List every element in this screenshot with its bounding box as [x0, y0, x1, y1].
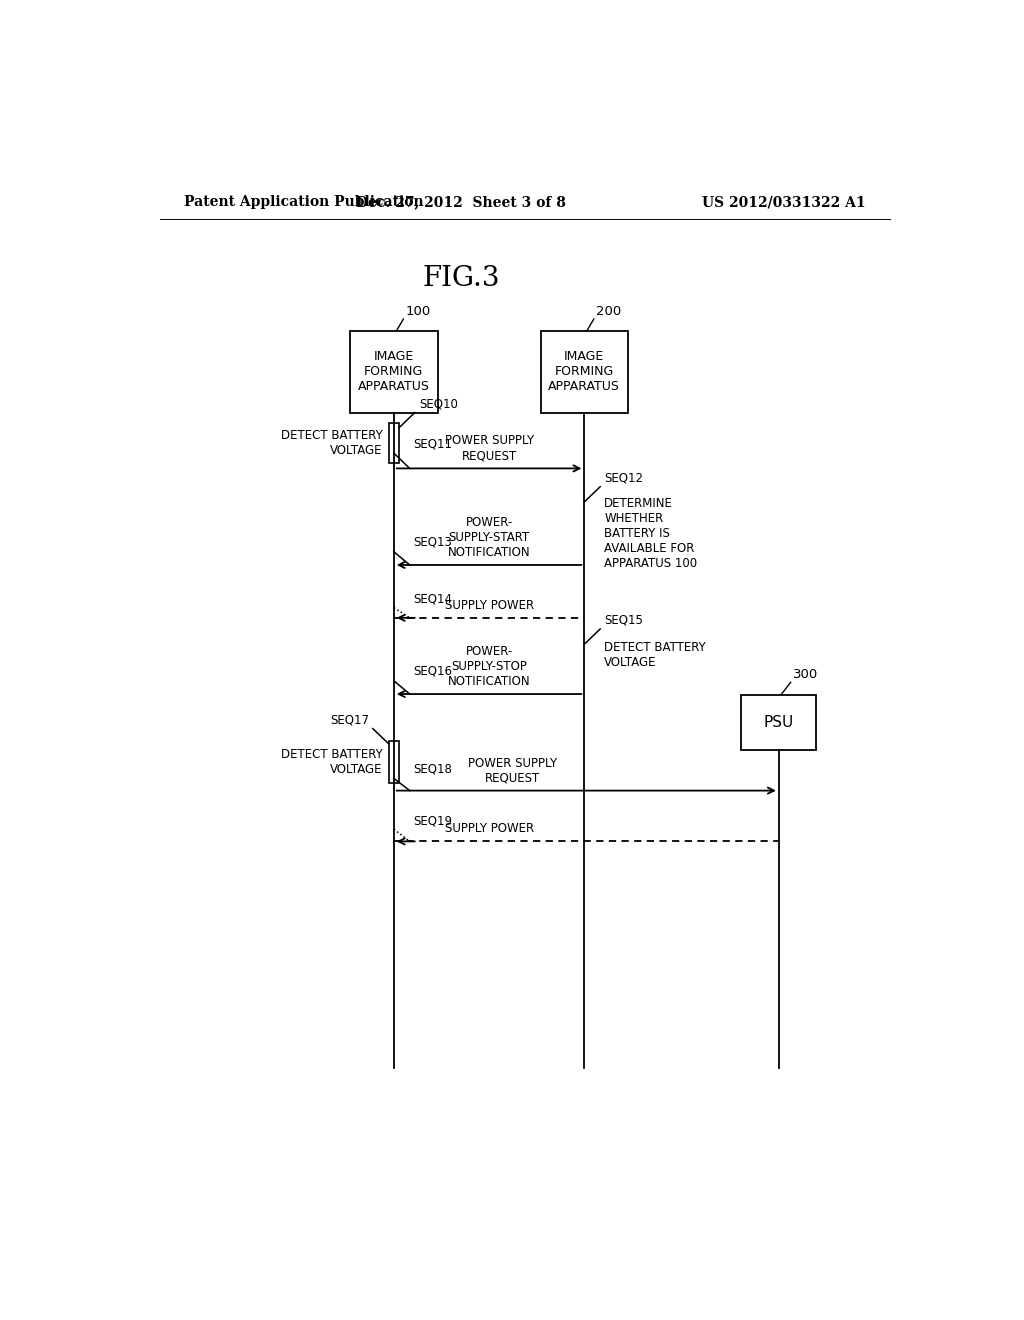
Text: DETECT BATTERY
VOLTAGE: DETECT BATTERY VOLTAGE — [604, 642, 706, 669]
Text: SUPPLY POWER: SUPPLY POWER — [444, 599, 534, 611]
Text: SEQ15: SEQ15 — [604, 614, 643, 627]
Text: PSU: PSU — [764, 715, 794, 730]
Text: IMAGE
FORMING
APPARATUS: IMAGE FORMING APPARATUS — [358, 350, 430, 393]
Text: 300: 300 — [793, 668, 818, 681]
Text: SEQ16: SEQ16 — [414, 665, 453, 677]
Bar — [389, 741, 399, 784]
Text: SEQ17: SEQ17 — [330, 714, 369, 726]
Text: SEQ19: SEQ19 — [414, 814, 453, 828]
Text: IMAGE
FORMING
APPARATUS: IMAGE FORMING APPARATUS — [549, 350, 621, 393]
Text: SEQ12: SEQ12 — [604, 471, 643, 484]
Text: POWER-
SUPPLY-STOP
NOTIFICATION: POWER- SUPPLY-STOP NOTIFICATION — [447, 645, 530, 688]
Bar — [350, 331, 437, 412]
Text: SEQ11: SEQ11 — [414, 437, 453, 450]
Text: US 2012/0331322 A1: US 2012/0331322 A1 — [702, 195, 866, 209]
Text: DETERMINE
WHETHER
BATTERY IS
AVAILABLE FOR
APPARATUS 100: DETERMINE WHETHER BATTERY IS AVAILABLE F… — [604, 496, 697, 570]
Bar — [389, 422, 399, 463]
Text: Patent Application Publication: Patent Application Publication — [183, 195, 423, 209]
Text: 200: 200 — [596, 305, 622, 318]
Text: SEQ13: SEQ13 — [414, 536, 453, 549]
Text: FIG.3: FIG.3 — [423, 265, 500, 292]
Text: SEQ10: SEQ10 — [419, 397, 458, 411]
Text: 100: 100 — [406, 305, 431, 318]
Text: SUPPLY POWER: SUPPLY POWER — [444, 822, 534, 836]
Text: SEQ18: SEQ18 — [414, 763, 453, 775]
Bar — [741, 694, 816, 751]
Text: POWER-
SUPPLY-START
NOTIFICATION: POWER- SUPPLY-START NOTIFICATION — [447, 516, 530, 558]
Text: POWER SUPPLY
REQUEST: POWER SUPPLY REQUEST — [444, 434, 534, 462]
Text: DETECT BATTERY
VOLTAGE: DETECT BATTERY VOLTAGE — [281, 429, 382, 457]
Text: SEQ14: SEQ14 — [414, 593, 453, 606]
Bar — [541, 331, 628, 412]
Text: POWER SUPPLY
REQUEST: POWER SUPPLY REQUEST — [468, 756, 557, 784]
Text: DETECT BATTERY
VOLTAGE: DETECT BATTERY VOLTAGE — [281, 748, 382, 776]
Text: Dec. 27, 2012  Sheet 3 of 8: Dec. 27, 2012 Sheet 3 of 8 — [356, 195, 566, 209]
